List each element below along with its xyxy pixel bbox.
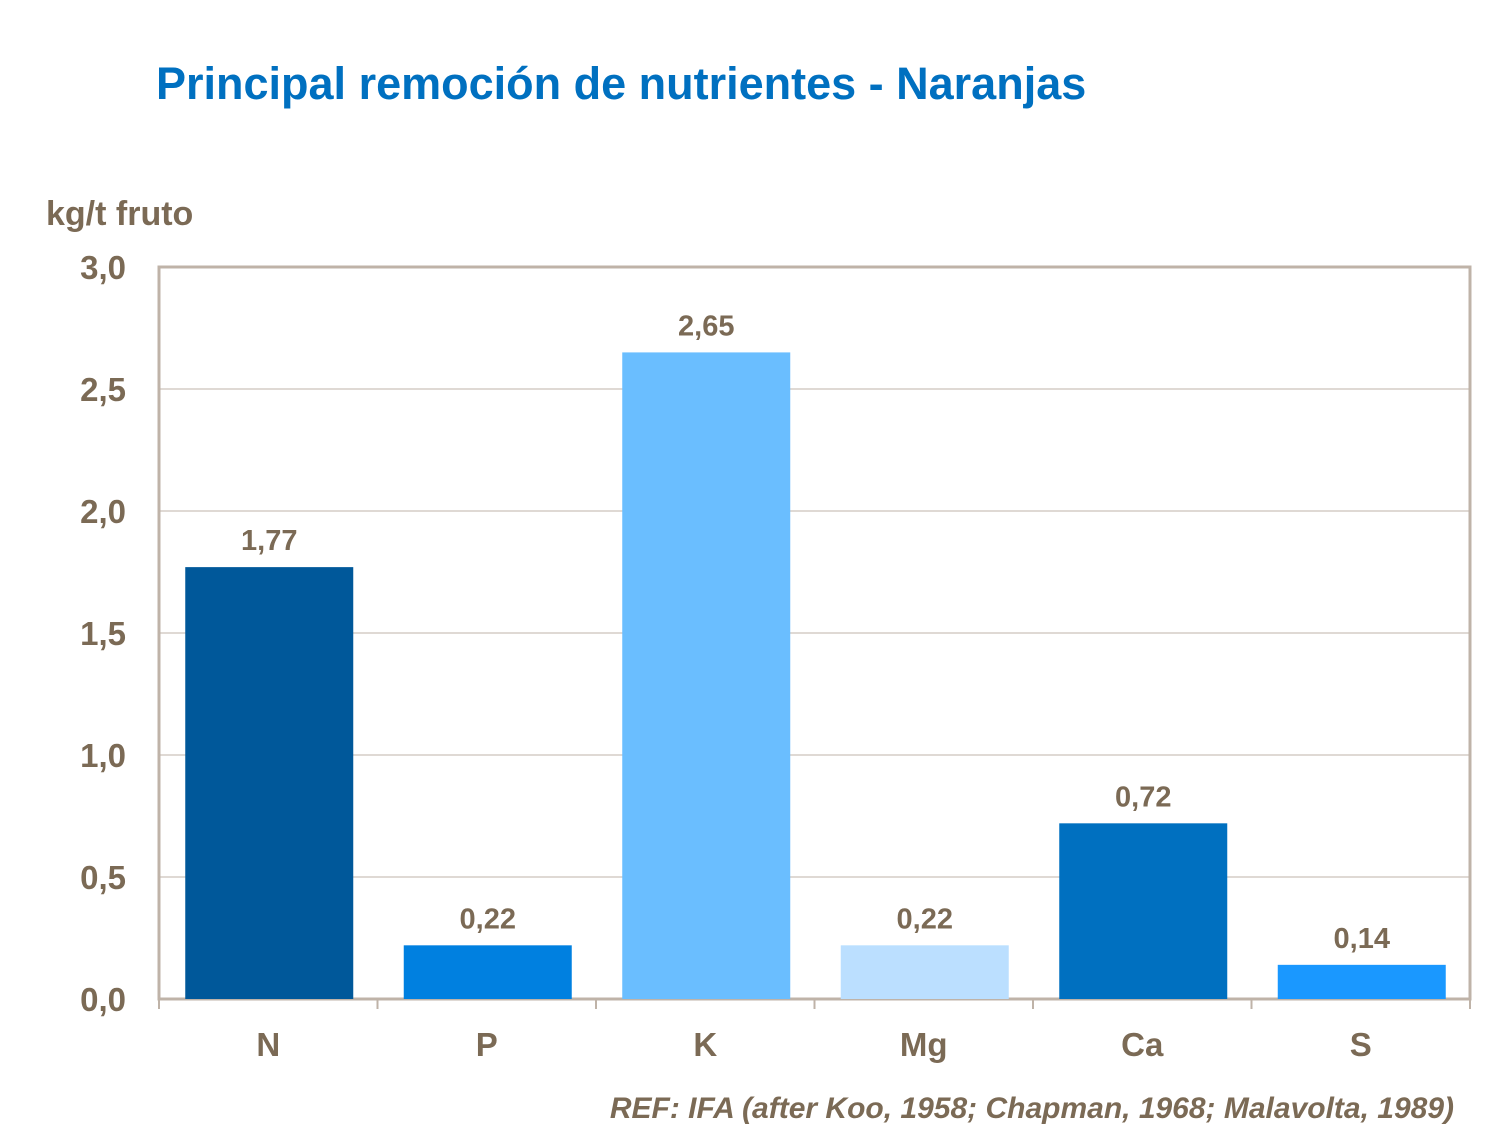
- data-label: 0,72: [1115, 781, 1171, 813]
- reference-footnote: REF: IFA (after Koo, 1958; Chapman, 1968…: [609, 1092, 1454, 1125]
- y-axis-label: kg/t fruto: [46, 195, 194, 233]
- x-tick-label: Ca: [1121, 1026, 1164, 1063]
- chart-title: Principal remoción de nutrientes - Naran…: [156, 58, 1087, 109]
- y-tick-label: 2,5: [80, 371, 126, 408]
- x-tick-label: K: [693, 1026, 717, 1063]
- y-tick-label: 2,0: [80, 493, 126, 530]
- bar-N: [185, 567, 354, 999]
- y-tick-label: 0,5: [80, 859, 126, 896]
- bar-S: [1277, 964, 1446, 999]
- bar-K: [622, 352, 791, 999]
- data-label: 0,22: [897, 903, 953, 935]
- y-tick-label: 1,5: [80, 615, 126, 652]
- x-tick-label: S: [1350, 1026, 1372, 1063]
- x-tick-label: N: [256, 1026, 280, 1063]
- x-tick-label: P: [476, 1026, 498, 1063]
- data-label: 1,77: [241, 525, 297, 557]
- bar-P: [403, 945, 572, 999]
- y-tick-label: 0,0: [80, 981, 126, 1018]
- y-tick-label: 1,0: [80, 737, 126, 774]
- y-tick-label: 3,0: [80, 249, 126, 286]
- bar-Mg: [840, 945, 1009, 999]
- data-label: 2,65: [678, 310, 734, 342]
- data-label: 0,14: [1334, 923, 1390, 955]
- bar-Ca: [1059, 823, 1228, 999]
- x-tick-label: Mg: [900, 1026, 948, 1063]
- data-label: 0,22: [460, 903, 516, 935]
